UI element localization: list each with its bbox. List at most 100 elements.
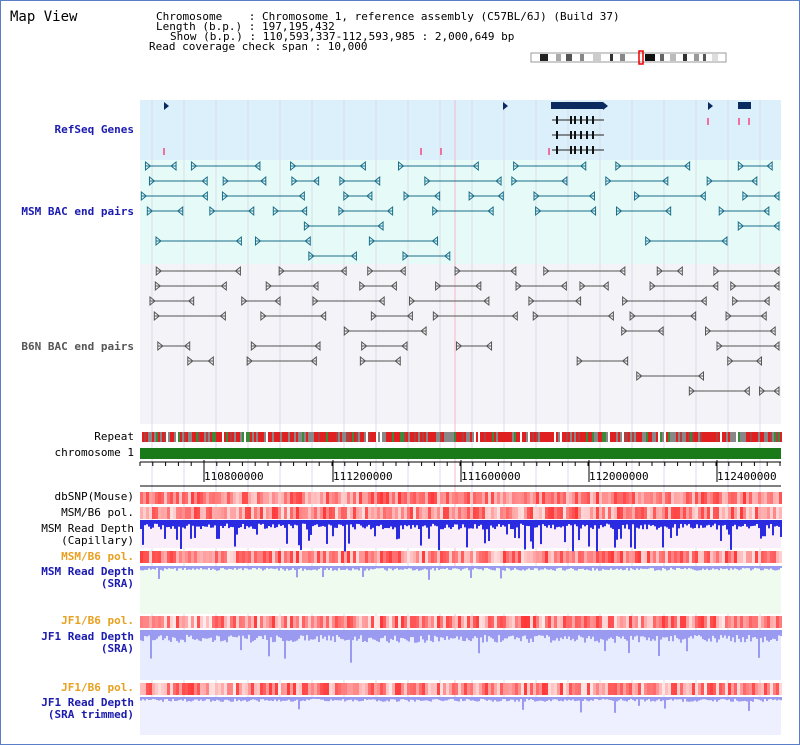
polymorphism-mark xyxy=(773,551,776,563)
depth-bar xyxy=(196,566,198,569)
track-label-jf1-trim-1[interactable]: JF1 Read Depth xyxy=(41,696,134,709)
polymorphism-mark xyxy=(152,551,155,563)
depth-bar xyxy=(490,697,492,701)
depth-bar xyxy=(528,566,530,569)
depth-bar xyxy=(684,630,686,639)
depth-bar xyxy=(270,630,272,638)
depth-bar xyxy=(460,630,462,637)
depth-bar xyxy=(654,697,656,702)
polymorphism-mark xyxy=(749,551,752,563)
polymorphism-mark xyxy=(446,683,449,695)
polymorphism-mark xyxy=(296,507,299,519)
track-label-chromosome[interactable]: chromosome 1 xyxy=(54,446,134,459)
depth-bar xyxy=(568,630,570,637)
depth-bar xyxy=(318,566,320,570)
polymorphism-mark xyxy=(500,551,503,563)
polymorphism-mark xyxy=(494,492,497,504)
polymorphism-mark xyxy=(203,616,206,628)
track-label-repeat[interactable]: Repeat xyxy=(94,430,134,443)
track-label-jf1-b6-pol-2[interactable]: JF1/B6 pol. xyxy=(61,681,134,694)
bac-end-arrow xyxy=(222,175,229,187)
polymorphism-mark xyxy=(689,551,692,563)
depth-bar xyxy=(668,520,670,529)
track-label-dbsnp[interactable]: dbSNP(Mouse) xyxy=(54,490,134,503)
track-label-jf1-sra-1[interactable]: JF1 Read Depth xyxy=(41,630,134,643)
polymorphism-mark xyxy=(176,551,179,563)
depth-bar xyxy=(386,697,388,701)
depth-bar xyxy=(664,697,666,709)
depth-bar xyxy=(384,697,386,702)
polymorphism-mark xyxy=(752,551,755,563)
polymorphism-mark xyxy=(737,683,740,695)
depth-bar xyxy=(352,630,354,641)
depth-bar xyxy=(176,630,178,641)
repeat-mark xyxy=(320,432,322,442)
track-label-refseq[interactable]: RefSeq Genes xyxy=(54,123,134,136)
depth-bar xyxy=(492,630,494,639)
depth-bar xyxy=(396,566,398,569)
depth-bar xyxy=(386,566,388,571)
polymorphism-mark xyxy=(566,616,569,628)
depth-bar xyxy=(536,520,538,528)
depth-bar xyxy=(636,630,638,636)
polymorphism-mark xyxy=(716,492,719,504)
polymorphism-mark xyxy=(755,492,758,504)
track-label-jf1-b6-pol-1[interactable]: JF1/B6 pol. xyxy=(61,614,134,627)
polymorphism-mark xyxy=(332,616,335,628)
depth-bar xyxy=(220,566,222,569)
depth-bar xyxy=(552,520,554,525)
track-label-msm-cap-2: (Capillary) xyxy=(61,534,134,547)
track-label-msm-bac[interactable]: MSM BAC end pairs xyxy=(21,205,134,218)
bac-end-arrow xyxy=(589,205,597,217)
polymorphism-mark xyxy=(653,616,656,628)
polymorphism-mark xyxy=(161,492,164,504)
depth-bar xyxy=(632,520,634,525)
depth-bar xyxy=(310,520,312,535)
bac-end-arrow xyxy=(622,295,629,307)
polymorphism-mark xyxy=(719,683,722,695)
depth-bar xyxy=(672,630,674,642)
depth-bar xyxy=(226,630,228,643)
depth-bar xyxy=(318,697,320,699)
depth-bar xyxy=(686,697,688,702)
polymorphism-mark xyxy=(179,683,182,695)
polymorphism-mark xyxy=(713,492,716,504)
repeat-mark xyxy=(186,432,188,442)
depth-bar xyxy=(176,697,178,701)
track-label-b6n-bac[interactable]: B6N BAC end pairs xyxy=(21,340,134,353)
track-label-msm-b6-pol-1[interactable]: MSM/B6 pol. xyxy=(61,506,134,519)
track-label-msm-cap-1[interactable]: MSM Read Depth xyxy=(41,522,134,535)
repeat-mark xyxy=(230,432,232,442)
depth-bar xyxy=(330,697,332,700)
depth-bar xyxy=(238,697,240,700)
bac-end-arrow xyxy=(576,355,583,367)
bac-end-arrow xyxy=(144,160,152,172)
repeat-mark xyxy=(544,432,546,442)
depth-bar xyxy=(326,566,328,569)
polymorphism-mark xyxy=(287,507,290,519)
depth-bar xyxy=(322,520,324,526)
track-label-msm-b6-pol-2[interactable]: MSM/B6 pol. xyxy=(61,550,134,563)
polymorphism-mark xyxy=(386,683,389,695)
polymorphism-mark xyxy=(608,507,611,519)
depth-bar xyxy=(404,630,406,640)
track-label-msm-sra-1[interactable]: MSM Read Depth xyxy=(41,565,134,578)
depth-bar xyxy=(574,520,576,525)
repeat-mark xyxy=(706,432,708,442)
depth-bar xyxy=(548,520,550,526)
polymorphism-mark xyxy=(206,492,209,504)
depth-bar xyxy=(516,520,518,528)
depth-bar xyxy=(728,630,730,636)
polymorphism-mark xyxy=(662,551,665,563)
polymorphism-mark xyxy=(608,492,611,504)
depth-bar xyxy=(342,697,344,700)
polymorphism-mark xyxy=(227,507,230,519)
polymorphism-mark xyxy=(635,551,638,563)
depth-bar xyxy=(302,520,304,524)
depth-bar xyxy=(634,566,636,571)
polymorphism-mark xyxy=(212,507,215,519)
gene-arrow xyxy=(164,102,169,110)
repeat-mark xyxy=(694,432,696,442)
depth-bar xyxy=(520,697,522,700)
